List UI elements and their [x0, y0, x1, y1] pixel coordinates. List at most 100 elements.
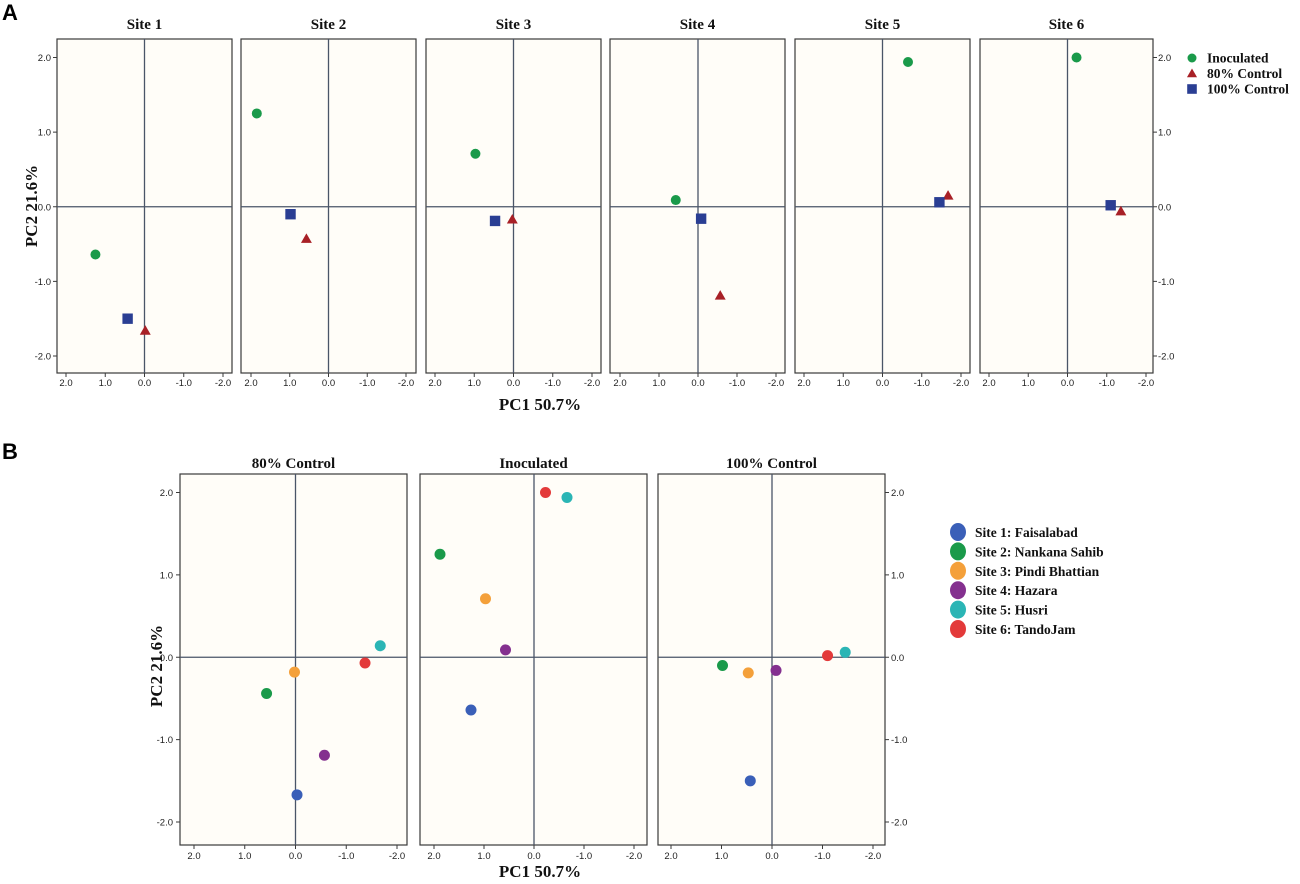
point-inoculated — [251, 108, 262, 119]
y-tick-label-left: 1.0 — [160, 570, 173, 581]
subplot-80-control: 80% Control 2.0 1.0 0.0 -1.0 -2.0 2.0 1.0 0.0 -1.… — [157, 456, 408, 862]
x-tick-label: -1.0 — [338, 851, 354, 862]
y-tick-label-left: -1.0 — [157, 735, 173, 746]
legend-label-inoculated: Inoculated — [1207, 51, 1269, 66]
legend-label-100-control: 100% Control — [1207, 82, 1289, 97]
point-80-control — [1115, 205, 1127, 216]
point-80-control — [506, 213, 518, 224]
point-site-5 — [839, 646, 851, 658]
legend-label-site-6: Site 6: TandoJam — [975, 622, 1076, 637]
plot-frame — [979, 38, 1154, 374]
legend-label-site-5: Site 5: Husri — [975, 603, 1048, 618]
y-tick-label-right: -1.0 — [891, 735, 907, 746]
subplot-inoculated: Inoculated 2.0 1.0 0.0 -1.0 -2.0 — [419, 456, 648, 862]
x-tick-label: 0.0 — [289, 851, 302, 862]
point-80-control — [714, 290, 726, 300]
point-inoculated — [670, 195, 681, 206]
point-site-1 — [465, 704, 477, 716]
legend-label-80-control: 80% Control — [1207, 66, 1282, 81]
y-tick-label-left: 0.0 — [160, 653, 173, 664]
legend-marker-site-5 — [950, 600, 966, 619]
y-tick-label-right: -2.0 — [1158, 352, 1174, 363]
point-100-control — [1105, 200, 1116, 211]
y-tick-label-left: 0.0 — [38, 202, 51, 213]
x-tick-label: 1.0 — [715, 851, 728, 862]
x-tick-label: 1.0 — [1022, 378, 1035, 389]
x-tick-label: 2.0 — [664, 851, 677, 862]
panel-group-b: B 80% Control 2.0 1.0 0.0 -1.0 -2.0 2.0 1.0 0.0 -1… — [2, 439, 1104, 881]
point-site-4 — [770, 664, 782, 676]
point-site-2 — [261, 687, 273, 699]
x-tick-label: -1.0 — [176, 378, 192, 389]
x-axis-label: PC1 50.7% — [499, 862, 581, 879]
legend-b: Site 1: Faisalabad Site 2: Nankana Sahib S… — [950, 523, 1104, 638]
x-tick-label: 0.0 — [876, 378, 889, 389]
point-site-4 — [500, 644, 511, 656]
x-tick-label: -2.0 — [626, 851, 642, 862]
point-inoculated — [903, 56, 914, 67]
x-tick-label: -2.0 — [865, 851, 881, 862]
x-tick-label: -1.0 — [576, 851, 592, 862]
x-tick-label: 1.0 — [99, 378, 112, 389]
y-tick-label-left: 1.0 — [38, 128, 51, 139]
point-100-control — [934, 197, 945, 208]
panel-title: 100% Control — [726, 456, 817, 472]
x-tick-label: 0.0 — [1061, 378, 1074, 389]
x-tick-label: 1.0 — [238, 851, 251, 862]
subplot-site-4: Site 4 2.0 1.0 0.0 -1.0 -2.0 — [609, 17, 786, 389]
subplot-site-1: Site 1 2.0 1.0 0.0 -1.0 -2.0 2.0 1.0 0.0 -1.0 -2.0 — [35, 17, 233, 389]
y-axis-label: PC2 21.6% — [22, 165, 41, 247]
x-tick-label: 2.0 — [427, 851, 440, 862]
point-site-1 — [291, 789, 303, 801]
point-inoculated — [1071, 52, 1082, 63]
point-site-5 — [561, 491, 573, 503]
panel-title: Site 2 — [311, 17, 346, 33]
x-tick-label: 2.0 — [187, 851, 200, 862]
point-100-control — [285, 209, 296, 220]
subplot-site-6: Site 6 2.0 1.0 0.0 -1.0 -2.0 2.0 1.0 0.0 -1.0 -2.0 — [979, 17, 1174, 389]
panel-title: Site 4 — [680, 17, 716, 33]
point-site-1 — [744, 775, 756, 787]
x-tick-label: 1.0 — [477, 851, 490, 862]
x-tick-label: 1.0 — [283, 378, 296, 389]
y-tick-label-right: -2.0 — [891, 818, 907, 829]
subplot-site-3: Site 3 2.0 1.0 0.0 -1.0 -2.0 — [425, 17, 602, 389]
y-tick-label-left: -1.0 — [35, 277, 51, 288]
panel-title: Site 5 — [865, 17, 900, 33]
panel-title: 80% Control — [252, 456, 335, 472]
x-tick-label: 2.0 — [428, 378, 441, 389]
point-site-3 — [742, 667, 754, 679]
y-tick-label-right: 1.0 — [891, 570, 904, 581]
panel-title: Site 6 — [1049, 17, 1085, 33]
x-tick-label: 1.0 — [468, 378, 481, 389]
y-tick-label-right: 1.0 — [1158, 128, 1171, 139]
x-tick-label: -1.0 — [1099, 378, 1115, 389]
point-inoculated — [470, 148, 481, 159]
x-tick-label: 2.0 — [797, 378, 810, 389]
point-80-control — [942, 190, 954, 200]
y-tick-label-left: 2.0 — [160, 488, 173, 499]
y-tick-label-right: 0.0 — [891, 653, 904, 664]
point-80-control — [139, 325, 151, 335]
x-tick-label: 2.0 — [613, 378, 626, 389]
y-tick-label-right: 0.0 — [1158, 202, 1171, 213]
point-100-control — [695, 213, 707, 224]
panel-title: Site 1 — [127, 17, 162, 33]
x-tick-label: -2.0 — [953, 378, 969, 389]
point-site-3 — [288, 666, 300, 678]
legend-marker-site-4 — [950, 581, 966, 600]
x-tick-label: -2.0 — [215, 378, 231, 389]
x-tick-label: 2.0 — [59, 378, 72, 389]
panel-group-a: A Site 1 2.0 1.0 0.0 -1.0 -2.0 2.0 1.0 0.0 -1.0 -2.… — [2, 0, 1289, 414]
plot-frame — [179, 473, 408, 846]
point-site-5 — [374, 640, 386, 652]
subplot-100-control: 100% Control 2.0 1.0 0.0 -1.0 -2.0 2.0 1.0 0.0 -1… — [657, 456, 907, 862]
point-site-6 — [540, 487, 551, 498]
panel-label-a: A — [2, 0, 18, 25]
point-site-6 — [822, 650, 834, 662]
point-site-2 — [717, 659, 729, 671]
point-site-6 — [359, 657, 371, 669]
x-tick-label: 0.0 — [322, 378, 335, 389]
